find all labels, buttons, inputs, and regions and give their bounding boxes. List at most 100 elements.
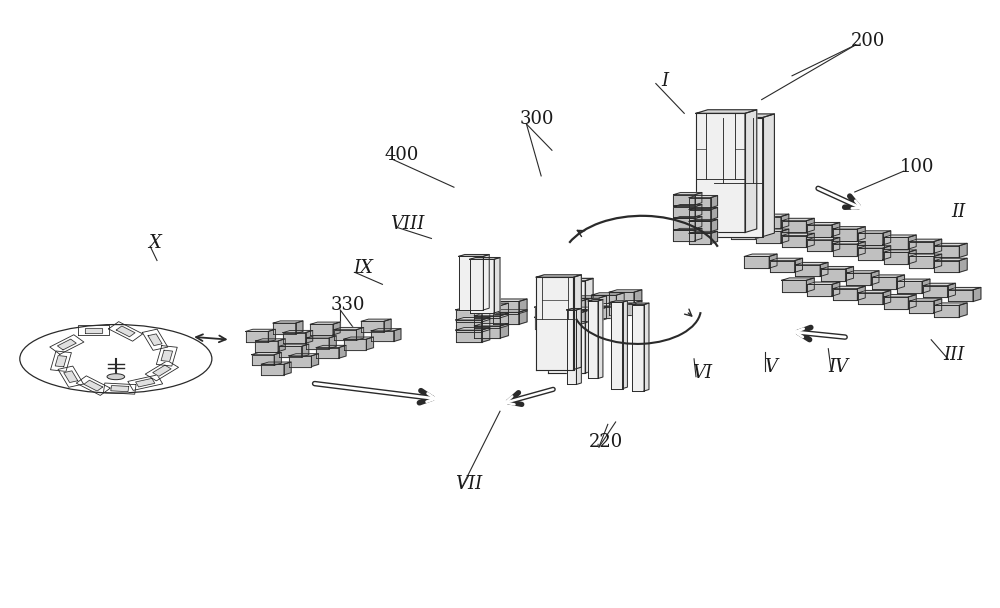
Polygon shape [500, 323, 508, 338]
Polygon shape [384, 319, 391, 332]
Polygon shape [535, 315, 567, 317]
Polygon shape [474, 313, 508, 316]
Polygon shape [284, 362, 291, 375]
Polygon shape [493, 313, 519, 325]
Polygon shape [456, 310, 482, 322]
Polygon shape [456, 320, 482, 332]
Polygon shape [673, 218, 695, 229]
Polygon shape [567, 308, 581, 310]
Polygon shape [609, 290, 642, 292]
Polygon shape [756, 229, 789, 232]
Polygon shape [585, 278, 593, 373]
Polygon shape [644, 303, 649, 391]
Polygon shape [261, 364, 284, 375]
Polygon shape [316, 348, 339, 358]
Polygon shape [261, 362, 291, 364]
Polygon shape [273, 321, 303, 323]
Polygon shape [598, 300, 603, 378]
Text: III: III [943, 345, 964, 364]
Polygon shape [456, 330, 482, 342]
Polygon shape [909, 241, 934, 253]
Polygon shape [474, 326, 500, 338]
Polygon shape [273, 323, 296, 334]
Polygon shape [689, 219, 718, 221]
Polygon shape [556, 301, 581, 313]
Polygon shape [934, 243, 967, 246]
Polygon shape [535, 307, 559, 319]
Polygon shape [689, 210, 711, 219]
Polygon shape [591, 293, 624, 295]
Polygon shape [806, 278, 814, 292]
Text: 400: 400 [385, 146, 419, 164]
Polygon shape [535, 305, 567, 307]
Polygon shape [846, 271, 879, 273]
Polygon shape [673, 193, 702, 195]
Polygon shape [161, 350, 173, 362]
Polygon shape [883, 246, 891, 260]
Polygon shape [806, 233, 814, 247]
Polygon shape [334, 330, 356, 340]
Polygon shape [833, 229, 857, 241]
Polygon shape [153, 365, 171, 376]
Text: IX: IX [353, 259, 373, 277]
Polygon shape [948, 288, 981, 290]
Polygon shape [371, 331, 394, 342]
Polygon shape [923, 283, 955, 286]
Polygon shape [574, 295, 607, 298]
Polygon shape [283, 333, 306, 344]
Polygon shape [731, 210, 763, 212]
Polygon shape [519, 309, 527, 325]
Polygon shape [782, 233, 814, 236]
Polygon shape [858, 291, 891, 293]
Polygon shape [616, 293, 624, 307]
Polygon shape [782, 221, 806, 232]
Polygon shape [832, 237, 840, 252]
Polygon shape [599, 307, 607, 321]
Polygon shape [909, 301, 934, 313]
Polygon shape [673, 216, 702, 218]
Polygon shape [456, 328, 490, 330]
Polygon shape [711, 219, 718, 232]
Polygon shape [474, 316, 500, 328]
Polygon shape [274, 353, 281, 365]
Polygon shape [934, 258, 967, 261]
Polygon shape [500, 303, 508, 318]
Polygon shape [609, 292, 634, 304]
Polygon shape [833, 244, 857, 255]
Polygon shape [883, 291, 891, 305]
Polygon shape [611, 302, 622, 389]
Polygon shape [148, 334, 162, 345]
Polygon shape [483, 255, 489, 310]
Polygon shape [714, 117, 763, 237]
Polygon shape [820, 263, 828, 277]
Polygon shape [846, 266, 853, 281]
Polygon shape [536, 277, 574, 370]
Polygon shape [696, 113, 745, 232]
Polygon shape [366, 337, 373, 350]
Polygon shape [934, 261, 959, 272]
Polygon shape [897, 282, 922, 293]
Polygon shape [857, 227, 865, 241]
Polygon shape [456, 307, 490, 310]
Polygon shape [459, 255, 489, 257]
Polygon shape [255, 339, 285, 341]
Polygon shape [959, 243, 967, 257]
Polygon shape [731, 212, 755, 224]
Polygon shape [574, 309, 599, 321]
Polygon shape [361, 321, 384, 332]
Polygon shape [711, 196, 718, 208]
Polygon shape [591, 295, 616, 307]
Polygon shape [474, 323, 508, 326]
Text: 330: 330 [331, 296, 365, 314]
Polygon shape [673, 204, 702, 207]
Polygon shape [673, 230, 695, 241]
Polygon shape [908, 235, 916, 249]
Polygon shape [311, 354, 319, 367]
Polygon shape [356, 328, 364, 340]
Polygon shape [959, 258, 967, 272]
Polygon shape [711, 231, 718, 244]
Polygon shape [756, 216, 781, 228]
Text: IV: IV [828, 358, 848, 376]
Polygon shape [807, 282, 840, 285]
Polygon shape [64, 371, 78, 382]
